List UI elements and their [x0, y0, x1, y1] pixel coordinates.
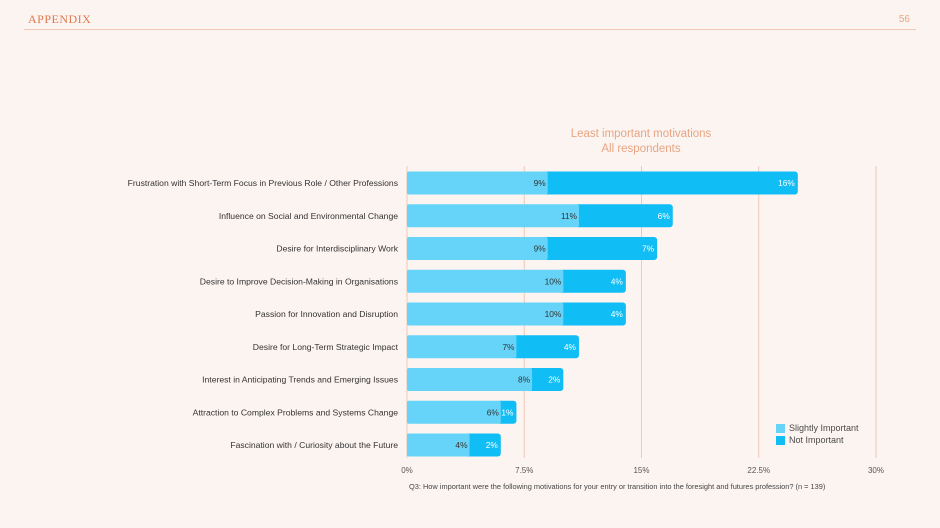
chart-title-line-1: Least important motivations [570, 128, 712, 140]
legend-label-not-important: Not Important [789, 435, 844, 445]
legend-swatch-not-important [776, 435, 785, 445]
bar-segment-not-important [528, 368, 564, 391]
bar-segment-slightly-important [407, 237, 548, 260]
data-label-not-important: 4% [611, 276, 624, 286]
bar-segment-not-important [559, 269, 626, 293]
section-label: APPENDIX [28, 12, 92, 26]
category-label: Interest in Anticipating Trends and Emer… [202, 375, 398, 385]
data-label-not-important: 2% [486, 440, 499, 450]
legend-label-slightly-important: Slightly Important [789, 423, 859, 433]
data-label-slightly-important: 7% [502, 342, 515, 352]
data-label-slightly-important: 11% [561, 211, 578, 221]
legend-swatch-slightly-important [776, 423, 785, 433]
category-label: Fascination with / Curiosity about the F… [230, 440, 398, 450]
survey-question-footnote: Q3: How important were the following mot… [409, 482, 826, 491]
bar-segment-not-important [543, 171, 798, 195]
bar-segment-slightly-important [407, 368, 533, 391]
data-label-slightly-important: 6% [487, 407, 500, 417]
x-tick-label: 0% [401, 466, 413, 475]
category-label: Influence on Social and Environmental Ch… [219, 211, 398, 221]
bar-segment-slightly-important [407, 302, 564, 326]
category-label: Frustration with Short-Term Focus in Pre… [128, 178, 398, 188]
x-tick-label: 7.5% [515, 466, 533, 475]
bar-segment-slightly-important [407, 400, 501, 424]
category-label: Desire for Interdisciplinary Work [276, 244, 398, 254]
x-tick-label: 15% [633, 466, 649, 475]
data-label-slightly-important: 10% [545, 276, 562, 286]
bar-segment-not-important [559, 302, 626, 326]
data-label-slightly-important: 9% [534, 178, 547, 188]
bar-segment-not-important [543, 237, 658, 260]
bar-segment-slightly-important [407, 269, 564, 293]
bar-segment-slightly-important [407, 433, 470, 457]
data-label-slightly-important: 4% [455, 440, 468, 450]
data-label-not-important: 4% [564, 342, 577, 352]
data-label-not-important: 1% [501, 407, 514, 417]
chart-title-line-2: All respondents [601, 143, 681, 155]
x-tick-label: 22.5% [747, 466, 770, 475]
category-label: Desire to Improve Decision-Making in Org… [200, 276, 398, 286]
legend-item-slightly-important: Slightly Important [776, 422, 859, 434]
data-label-not-important: 2% [548, 375, 561, 385]
data-label-slightly-important: 8% [518, 375, 531, 385]
category-label: Attraction to Complex Problems and Syste… [193, 407, 399, 417]
x-tick-label: 30% [868, 466, 884, 475]
header-divider [24, 29, 916, 30]
data-label-slightly-important: 9% [534, 244, 547, 254]
data-label-not-important: 6% [658, 211, 671, 221]
page-number: 56 [898, 14, 910, 25]
data-label-not-important: 4% [611, 309, 624, 319]
data-label-not-important: 16% [778, 178, 795, 188]
bar-segment-not-important [574, 204, 673, 228]
category-label: Passion for Innovation and Disruption [255, 309, 398, 319]
data-label-not-important: 7% [642, 244, 655, 254]
category-label: Desire for Long-Term Strategic Impact [253, 342, 399, 352]
bar-segment-not-important [496, 400, 517, 424]
legend-item-not-important: Not Important [776, 434, 859, 446]
bar-segment-slightly-important [407, 171, 548, 195]
chart-legend: Slightly Important Not Important [776, 422, 859, 446]
bar-segment-slightly-important [407, 335, 517, 359]
chart-title: Least important motivations All responde… [541, 127, 741, 157]
data-label-slightly-important: 10% [545, 309, 562, 319]
bar-segment-slightly-important [407, 204, 579, 228]
bar-segment-not-important [512, 335, 579, 359]
bar-segment-not-important [465, 433, 501, 457]
